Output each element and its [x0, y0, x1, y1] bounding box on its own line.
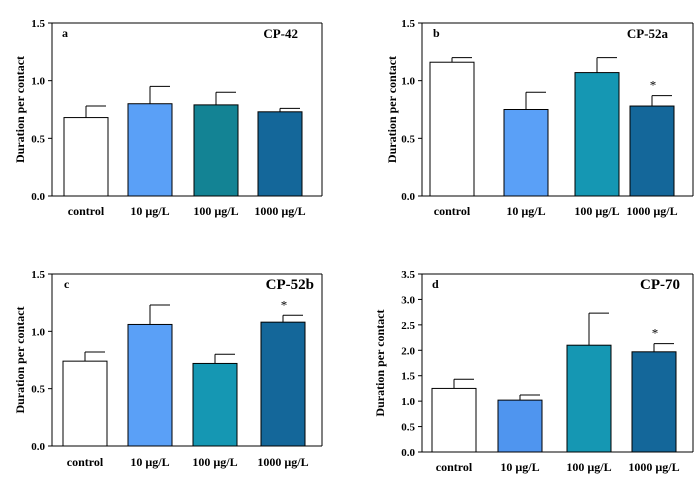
- y-tick-label: 1.0: [401, 396, 415, 408]
- y-tick-label: 0.5: [401, 133, 415, 145]
- y-tick-label: 0.0: [31, 191, 45, 203]
- y-axis-label: Duration per contact: [13, 56, 27, 163]
- panel-letter: b: [433, 26, 440, 40]
- category-label-c-2: 100 µg/L: [192, 455, 237, 469]
- y-tick-label: 1.5: [401, 371, 415, 383]
- significance-marker-c-3: *: [281, 297, 288, 312]
- bar-c-3: [260, 321, 306, 447]
- category-label-c-0: control: [67, 455, 104, 469]
- y-tick-label: 0.0: [31, 441, 45, 453]
- bar-d-1: [497, 399, 543, 453]
- category-label-a-2: 100 µg/L: [193, 204, 238, 218]
- panel-a: 0.0 0.5 1.0 1.5 Duration per contact control 1…: [13, 18, 323, 218]
- y-tick-label: 1.5: [31, 18, 45, 30]
- category-label-b-3: 1000 µg/L: [626, 204, 677, 218]
- category-label-b-1: 10 µg/L: [506, 204, 545, 218]
- bar-b-0: [429, 61, 475, 197]
- bar-c-2: [192, 362, 238, 447]
- bar-c-1: [127, 323, 173, 447]
- panel-d: 0.0 0.5 1.0 1.5 2.0 2.5 3.0 3.5 Duration per con…: [373, 269, 694, 474]
- bar-b-2: [574, 72, 620, 197]
- y-axis-label: Duration per contact: [373, 309, 387, 416]
- category-label-d-0: control: [436, 460, 473, 474]
- category-label-a-3: 1000 µg/L: [254, 204, 305, 218]
- bar-a-3: [257, 111, 303, 197]
- y-tick-label: 3.5: [401, 269, 415, 281]
- bar-c-0: [62, 360, 108, 447]
- bar-d-3: [631, 351, 677, 453]
- bar-a-2: [193, 104, 239, 197]
- y-tick-label: 0.5: [31, 384, 45, 396]
- y-tick-label: 2.5: [401, 320, 415, 332]
- y-tick-label: 1.5: [401, 18, 415, 30]
- y-tick-label: 1.0: [31, 326, 45, 338]
- panel-title: CP-42: [263, 26, 298, 41]
- y-tick-label: 2.0: [401, 345, 415, 357]
- panel-letter: a: [62, 26, 68, 40]
- category-label-b-0: control: [434, 204, 471, 218]
- y-tick-label: 0.0: [401, 447, 415, 459]
- bar-d-0: [431, 387, 477, 453]
- y-tick-label: 1.5: [31, 269, 45, 281]
- category-label-d-2: 100 µg/L: [566, 460, 611, 474]
- significance-marker-d-3: *: [652, 326, 659, 341]
- category-label-c-3: 1000 µg/L: [257, 455, 308, 469]
- y-tick-label: 0.0: [401, 191, 415, 203]
- bar-a-1: [127, 103, 173, 197]
- significance-marker-b-3: *: [650, 78, 657, 93]
- category-label-a-1: 10 µg/L: [130, 204, 169, 218]
- y-tick-label: 0.5: [401, 422, 415, 434]
- category-label-d-3: 1000 µg/L: [628, 460, 679, 474]
- bar-d-2: [566, 344, 612, 453]
- y-tick-label: 1.0: [31, 76, 45, 88]
- bar-b-3: [629, 105, 675, 197]
- y-tick-label: 3.0: [401, 294, 415, 306]
- panel-title: CP-52b: [266, 277, 314, 293]
- bar-b-1: [503, 109, 549, 197]
- category-label-d-1: 10 µg/L: [500, 460, 539, 474]
- y-tick-label: 0.5: [31, 133, 45, 145]
- y-axis-label: Duration per contact: [385, 56, 399, 163]
- category-label-b-2: 100 µg/L: [574, 204, 619, 218]
- panel-c: 0.0 0.5 1.0 1.5 Duration per contact control 1…: [13, 269, 323, 469]
- y-axis-label: Duration per contact: [13, 306, 27, 413]
- panel-b: 0.0 0.5 1.0 1.5 Duration per contact control 1…: [385, 18, 694, 218]
- panel-letter: d: [432, 277, 439, 291]
- category-label-c-1: 10 µg/L: [130, 455, 169, 469]
- panel-title: CP-52a: [627, 26, 669, 41]
- panel-letter: c: [64, 277, 70, 291]
- panel-title: CP-70: [640, 277, 680, 293]
- y-tick-label: 1.0: [401, 76, 415, 88]
- category-label-a-0: control: [68, 204, 105, 218]
- bar-a-0: [63, 117, 109, 197]
